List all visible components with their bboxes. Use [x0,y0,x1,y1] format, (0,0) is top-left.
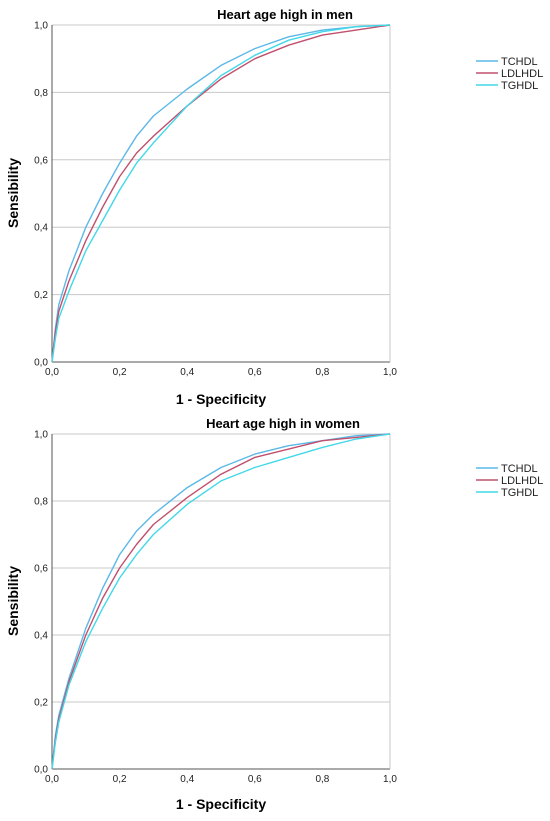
x-tick-label: 1,0 [383,774,397,785]
series-line-tchdl [51,24,391,363]
y-tick-label: 0,4 [34,223,48,234]
chart-title: Heart age high in women [206,416,360,431]
y-tick-label: 0,8 [34,497,48,508]
x-tick-label: 0,4 [180,367,194,378]
y-tick-label: 0,6 [34,155,48,166]
x-tick-label: 0,2 [113,367,127,378]
chart-men: 0,0 0,2 0,4 0,6 0,8 1,0 0,0 0,2 0,4 0,6 0,8 1,0 Hear… [5,7,543,407]
x-tick-label: 0,2 [113,774,127,785]
x-tick-label: 0,6 [248,367,262,378]
x-tick-label: 1,0 [383,367,397,378]
x-axis-title: 1 - Specificity [176,391,266,407]
x-tick-label: 0,6 [248,774,262,785]
x-tick-label: 0,8 [315,774,329,785]
x-tick-label: 0,4 [180,774,194,785]
y-axis-title: Sensibility [5,158,21,228]
y-tick-label: 0,2 [34,290,48,301]
legend-label-tghdl: TGHDL [501,487,538,499]
y-axis-title: Sensibility [5,566,21,636]
legend-label-ldlhdl: LDLHDL [501,68,543,80]
legend-label-tghdl: TGHDL [501,80,538,92]
chart-title: Heart age high in men [217,7,353,22]
x-tick-label: 0,0 [45,774,59,785]
legend-label-ldlhdl: LDLHDL [501,475,543,487]
y-tick-label: 0,0 [34,765,48,776]
y-tick-label: 1,0 [34,21,48,32]
y-tick-label: 0,0 [34,358,48,369]
y-tick-label: 1,0 [34,430,48,441]
series-line-ldlhdl [51,24,391,363]
y-tick-label: 0,4 [34,631,48,642]
series-line-tghdl [51,24,391,363]
chart-women: 0,0 0,2 0,4 0,6 0,8 1,0 0,0 0,2 0,4 0,6 0,8 1,0 Hear… [5,416,543,812]
y-tick-label: 0,8 [34,88,48,99]
y-tick-label: 0,6 [34,564,48,575]
legend-label-tchdl: TCHDL [501,463,538,475]
legend-label-tchdl: TCHDL [501,56,538,68]
x-tick-label: 0,0 [45,367,59,378]
y-tick-label: 0,2 [34,698,48,709]
x-tick-label: 0,8 [315,367,329,378]
series-line-tchdl [51,433,391,770]
x-axis-title: 1 - Specificity [176,796,266,812]
series-line-ldlhdl [51,433,391,770]
series-line-tghdl [51,433,391,770]
